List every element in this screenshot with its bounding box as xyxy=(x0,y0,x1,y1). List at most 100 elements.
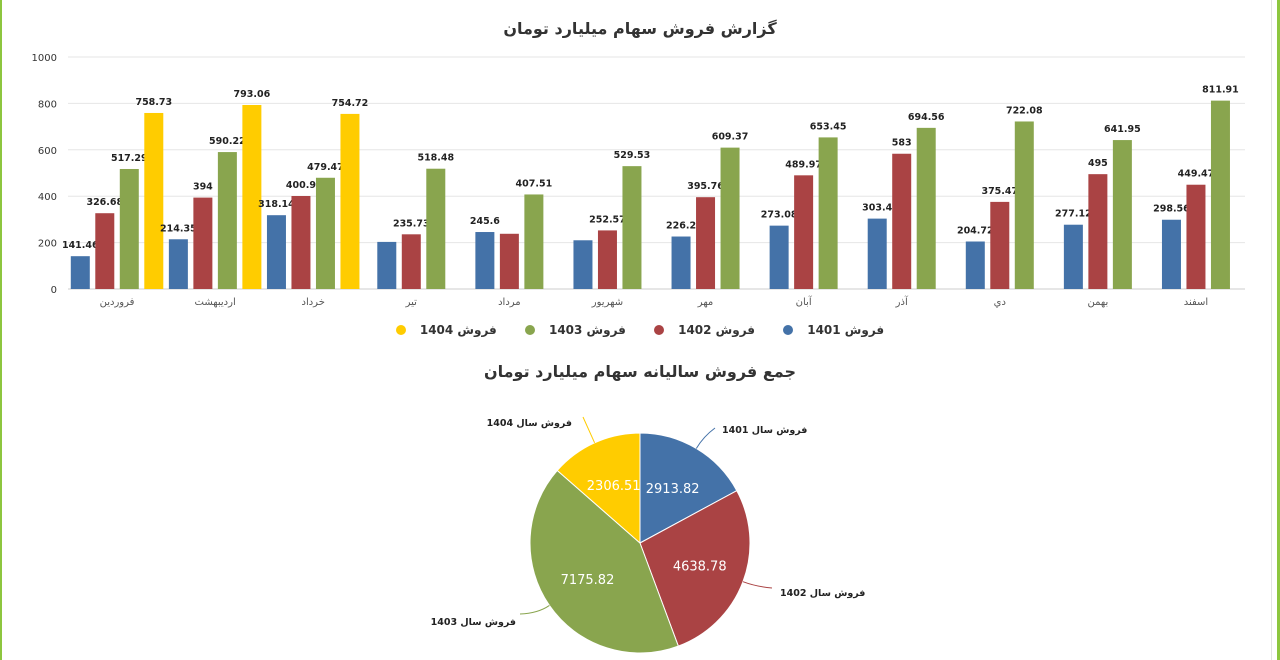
bar xyxy=(1063,224,1083,289)
legend-item-1401[interactable]: فروش 1401 xyxy=(783,323,884,337)
data-label: 273.08 xyxy=(761,210,798,221)
x-tick-label: بهمن xyxy=(1087,297,1108,308)
data-label: 517.29 xyxy=(111,153,148,164)
bar xyxy=(499,233,519,289)
bar xyxy=(168,239,188,289)
bar xyxy=(95,213,115,289)
data-label: 641.95 xyxy=(1104,124,1141,135)
bar xyxy=(1186,184,1206,289)
y-tick-label: 0 xyxy=(51,285,57,296)
bar xyxy=(1112,140,1132,289)
bar-chart-legend: فروش 1404 فروش 1403 فروش 1402 فروش 1401 xyxy=(0,323,1280,337)
slice-connector xyxy=(742,581,773,589)
y-tick-label: 800 xyxy=(38,99,57,110)
data-label: 754.72 xyxy=(332,98,369,109)
bar xyxy=(1161,219,1181,289)
legend-marker xyxy=(654,325,665,335)
data-label: 303.4 xyxy=(862,203,892,214)
slice-connector xyxy=(582,416,596,444)
legend-marker xyxy=(524,325,535,335)
data-label: 653.45 xyxy=(810,121,847,132)
data-label: 326.68 xyxy=(86,197,123,208)
bar xyxy=(475,232,495,289)
bar-chart-title: گزارش فروش سهام میلیارد تومان xyxy=(503,19,777,38)
y-tick-label: 200 xyxy=(38,239,57,250)
bar xyxy=(70,256,90,289)
left-accent-border xyxy=(0,0,2,660)
legend-label: فروش 1401 xyxy=(807,323,885,337)
data-label: 449.47 xyxy=(1178,169,1215,180)
bar xyxy=(671,236,691,289)
slice-value-label: 4638.78 xyxy=(673,559,727,574)
y-tick-label: 600 xyxy=(38,146,57,157)
pie-slice xyxy=(639,432,738,544)
legend-item-1402[interactable]: فروش 1402 xyxy=(654,323,755,337)
x-tick-label: مهر xyxy=(697,297,713,308)
data-label: 375.47 xyxy=(981,186,1018,197)
bar xyxy=(193,197,213,289)
x-tick-label: آبان xyxy=(796,295,813,308)
bar-chart: 0 200 400 600 800 1000 141.46 326.68 517.29 758.7… xyxy=(32,53,1245,308)
slice-name-label: فروش سال 1404 xyxy=(487,418,572,429)
x-tick-label: اردیبهشت xyxy=(195,297,236,308)
bar xyxy=(794,175,814,289)
x-tick-label: مرداد xyxy=(498,297,521,308)
pie-slice xyxy=(529,469,679,654)
legend-item-1404[interactable]: فروش 1404 xyxy=(395,323,497,337)
data-label: 529.53 xyxy=(614,150,651,161)
data-label: 277.12 xyxy=(1055,209,1092,220)
bar xyxy=(119,168,139,289)
slice-name-label: فروش سال 1402 xyxy=(780,588,865,599)
data-label: 245.6 xyxy=(470,216,500,227)
data-label: 204.72 xyxy=(957,226,994,237)
x-tick-label: خرداد xyxy=(302,297,325,308)
bar xyxy=(377,241,397,289)
bar xyxy=(818,137,838,289)
bar xyxy=(622,166,642,289)
legend-marker xyxy=(783,325,794,335)
bar xyxy=(266,215,286,289)
bar xyxy=(401,234,421,289)
bar xyxy=(1088,174,1108,289)
x-tick-label: شهریور xyxy=(591,297,623,308)
data-label: 489.97 xyxy=(785,159,822,170)
bar xyxy=(696,197,716,289)
data-label: 400.9 xyxy=(286,180,316,191)
bar xyxy=(916,127,936,289)
pie-slice xyxy=(556,432,641,545)
legend-item-1403[interactable]: فروش 1403 xyxy=(524,323,626,337)
pie-chart-title: جمع فروش سالیانه سهام میلیارد تومان xyxy=(483,362,797,381)
pie-slice xyxy=(639,489,751,647)
slice-connector xyxy=(695,427,716,449)
slice-name-label: فروش سال 1401 xyxy=(722,425,807,436)
bar xyxy=(990,201,1010,289)
bar xyxy=(340,113,360,289)
bar xyxy=(315,177,335,289)
y-tick-label: 400 xyxy=(38,192,57,203)
slice-value-label: 7175.82 xyxy=(561,573,615,588)
bar xyxy=(867,218,887,289)
x-tick-label: تیر xyxy=(405,297,418,308)
bar xyxy=(217,152,237,289)
data-label: 394 xyxy=(193,182,213,193)
legend-label: فروش 1403 xyxy=(548,323,626,337)
data-label: 518.48 xyxy=(417,153,454,164)
data-label: 298.56 xyxy=(1153,204,1190,215)
data-label: 694.56 xyxy=(908,112,945,123)
data-label: 141.46 xyxy=(62,240,99,251)
x-tick-label: فروردین xyxy=(100,297,135,308)
bar xyxy=(144,112,164,289)
data-label: 811.91 xyxy=(1202,85,1239,96)
data-label: 583 xyxy=(892,138,912,149)
bar xyxy=(524,194,544,289)
legend-label: فروش 1402 xyxy=(678,323,756,337)
x-tick-label: اسفند xyxy=(1184,297,1208,308)
data-label: 479.47 xyxy=(307,162,344,173)
data-label: 758.73 xyxy=(135,97,172,108)
bar xyxy=(291,195,311,289)
data-label: 226.2 xyxy=(666,221,696,232)
x-tick-label: آذر xyxy=(895,295,909,308)
x-tick-label: دي xyxy=(994,297,1006,308)
bar xyxy=(573,240,593,289)
legend-marker xyxy=(395,325,406,335)
